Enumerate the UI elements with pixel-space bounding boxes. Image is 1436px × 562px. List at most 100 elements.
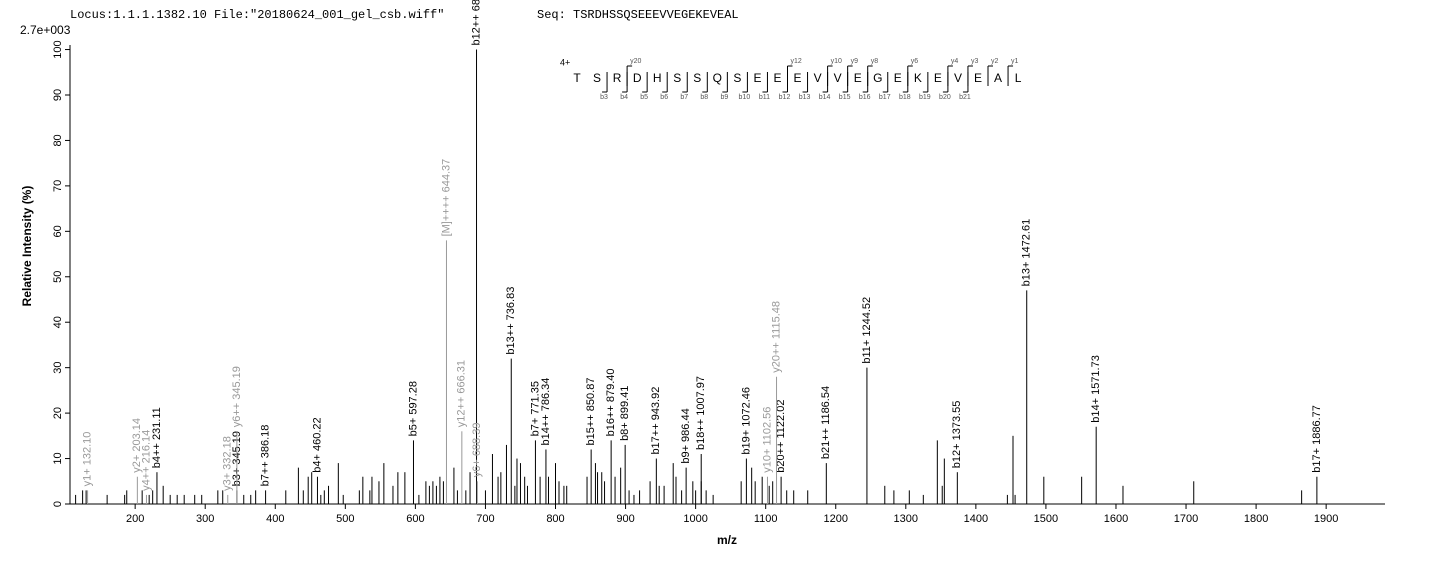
b-ion-label: b18 bbox=[899, 94, 911, 101]
peak-label: b20++ 1122.02 bbox=[775, 400, 787, 473]
b-ion-label: b19 bbox=[919, 94, 931, 101]
b-ion-label: b6 bbox=[660, 94, 668, 101]
b-ion-label: b5 bbox=[640, 94, 648, 101]
b-ion-label: b3 bbox=[600, 94, 608, 101]
b-ion-label: b4 bbox=[620, 94, 628, 101]
b-ion-label: b14 bbox=[819, 94, 831, 101]
peak-label: y20++ 1115.48 bbox=[770, 301, 782, 373]
x-tick-label: 1700 bbox=[1174, 513, 1198, 525]
peak-label: b11+ 1244.52 bbox=[861, 297, 873, 364]
charge: 4+ bbox=[560, 57, 570, 67]
locus: Locus:1.1.1.1382.10 File:"20180624_001_g… bbox=[70, 8, 444, 22]
x-tick-label: 1200 bbox=[823, 513, 847, 525]
y-tick-label: 10 bbox=[52, 452, 64, 464]
peak-label: b8+ 899.41 bbox=[619, 386, 631, 441]
peak-label: b12+ 1373.55 bbox=[951, 401, 963, 469]
y-tick-label: 50 bbox=[52, 271, 64, 283]
y-ion-label: y9 bbox=[851, 58, 859, 65]
peak-label: b17+ 1886.77 bbox=[1311, 405, 1323, 473]
x-tick-label: 1800 bbox=[1244, 513, 1268, 525]
x-tick-label: 900 bbox=[616, 513, 634, 525]
residue: D bbox=[633, 71, 642, 85]
b-ion-label: b8 bbox=[700, 94, 708, 101]
y-ion-label: y10 bbox=[831, 58, 842, 65]
peak-label: b4+ 460.22 bbox=[311, 417, 323, 472]
y-tick-label: 100 bbox=[52, 40, 64, 58]
peak-label: y6++ 345.19 bbox=[231, 366, 243, 427]
peak-label: b19+ 1072.46 bbox=[740, 387, 752, 455]
residue: A bbox=[994, 71, 1002, 85]
y-tick-label: 60 bbox=[52, 225, 64, 237]
b-ion-label: b9 bbox=[720, 94, 728, 101]
y-ion-label: y6 bbox=[911, 58, 919, 65]
peak-label: y4++ 216.14 bbox=[140, 430, 152, 491]
x-tick-label: 400 bbox=[266, 513, 284, 525]
residue: L bbox=[1015, 71, 1022, 85]
peak-label: b15++ 850.87 bbox=[585, 378, 597, 446]
y-ion-label: y4 bbox=[951, 58, 959, 65]
b-ion-label: b7 bbox=[680, 94, 688, 101]
x-tick-label: 200 bbox=[126, 513, 144, 525]
residue: V bbox=[954, 71, 962, 85]
y-tick-label: 0 bbox=[52, 501, 64, 507]
y-ion-label: y12 bbox=[791, 58, 802, 65]
x-tick-label: 600 bbox=[406, 513, 424, 525]
x-tick-label: 1100 bbox=[754, 513, 778, 525]
peak-label: b4++ 231.11 bbox=[151, 407, 163, 468]
y-ion-label: y20 bbox=[630, 58, 641, 65]
b-ion-label: b10 bbox=[739, 94, 751, 101]
residue: R bbox=[613, 71, 622, 85]
residue: Q bbox=[713, 71, 722, 85]
peak-label: b14++ 786.34 bbox=[540, 378, 552, 446]
residue: S bbox=[673, 71, 681, 85]
intensity-scale: 2.7e+003 bbox=[20, 23, 71, 37]
residue: E bbox=[934, 71, 942, 85]
residue: V bbox=[814, 71, 822, 85]
peak-label: b5+ 597.28 bbox=[407, 381, 419, 436]
peak-label: b14+ 1571.73 bbox=[1090, 355, 1102, 423]
residue: E bbox=[894, 71, 902, 85]
y-ion-label: y8 bbox=[871, 58, 879, 65]
x-tick-label: 1600 bbox=[1104, 513, 1128, 525]
y-tick-label: 90 bbox=[52, 89, 64, 101]
b-ion-label: b15 bbox=[839, 94, 851, 101]
peak-label: b13++ 736.83 bbox=[505, 287, 517, 355]
peak-label: y10+ 1102.56 bbox=[761, 407, 773, 473]
x-tick-label: 500 bbox=[336, 513, 354, 525]
x-tick-label: 1900 bbox=[1314, 513, 1338, 525]
residue: E bbox=[753, 71, 761, 85]
peak-label: b7+ 771.35 bbox=[529, 381, 541, 436]
peak-label: b13+ 1472.61 bbox=[1021, 219, 1033, 287]
y-tick-label: 40 bbox=[52, 316, 64, 328]
residue: S bbox=[733, 71, 741, 85]
y-ion-label: y1 bbox=[1011, 58, 1019, 65]
peak-label: y1+ 132.10 bbox=[81, 432, 93, 487]
x-tick-label: 1500 bbox=[1034, 513, 1058, 525]
residue: E bbox=[854, 71, 862, 85]
x-tick-label: 700 bbox=[476, 513, 494, 525]
peak-label: b9+ 986.44 bbox=[680, 408, 692, 463]
peak-label: y6+ 688.39 bbox=[471, 423, 483, 478]
x-tick-label: 300 bbox=[196, 513, 214, 525]
peak-label: b17++ 943.92 bbox=[650, 387, 662, 455]
x-tick-label: 800 bbox=[546, 513, 564, 525]
sequence-header: Seq: TSRDHSSQSEEEVVEGEKEVEAL bbox=[537, 8, 739, 22]
y-tick-label: 80 bbox=[52, 134, 64, 146]
peak-label: y12++ 666.31 bbox=[456, 360, 468, 427]
x-tick-label: 1000 bbox=[683, 513, 707, 525]
residue: E bbox=[773, 71, 781, 85]
residue: T bbox=[573, 71, 581, 85]
residue: H bbox=[653, 71, 662, 85]
b-ion-label: b11 bbox=[759, 94, 770, 101]
residue: S bbox=[593, 71, 601, 85]
peak-label: [M]++++ 644.37 bbox=[440, 159, 452, 237]
peak-label: b7++ 386.18 bbox=[259, 425, 271, 487]
peak-label: b16++ 879.40 bbox=[605, 368, 617, 436]
x-axis-label: m/z bbox=[717, 533, 737, 547]
peak-label: b12++ 687.26 bbox=[470, 0, 482, 46]
y-ion-label: y3 bbox=[971, 58, 979, 65]
y-axis-label: Relative Intensity (%) bbox=[20, 186, 34, 307]
y-tick-label: 20 bbox=[52, 407, 64, 419]
